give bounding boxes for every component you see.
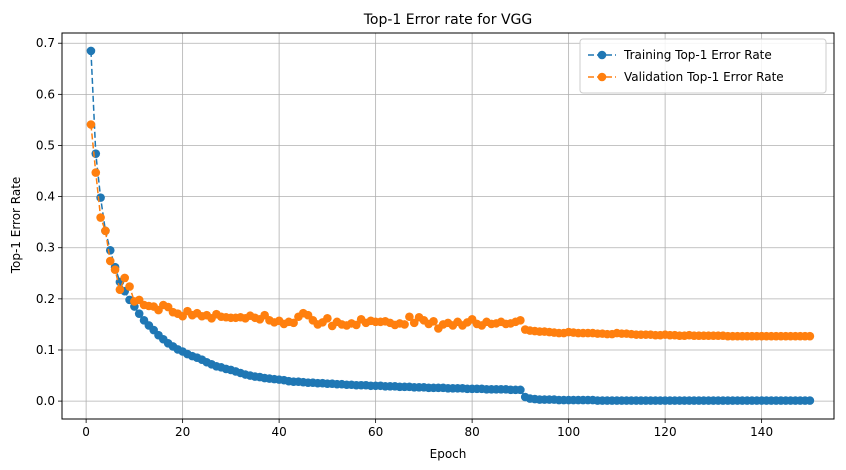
data-point [105,245,115,255]
legend-box [579,38,827,94]
data-point [125,282,134,291]
legend-swatch-marker [597,72,607,82]
data-point [86,46,96,56]
y-tick-label: 0.2 [36,292,55,306]
x-axis-label: Epoch [430,447,467,461]
tick-layer: 0 20 40 60 80 100 120 140 0.0 0.1 0.2 0.3 0.4 0.5 0.6 0… [36,36,773,439]
y-tick-label: 0.0 [36,394,55,408]
x-tick-label: 100 [557,425,580,439]
data-point [289,318,298,328]
data-point [805,331,815,341]
y-tick-label: 0.3 [36,241,55,255]
legend-label: Validation Top-1 Error Rate [624,70,784,84]
data-point [323,313,332,323]
data-point [105,256,115,266]
legend: Training Top-1 Error Rate Validation Top-… [579,38,827,94]
y-tick-label: 0.4 [36,190,55,204]
data-point [405,312,414,322]
x-tick-label: 20 [175,425,190,439]
y-tick-label: 0.7 [36,36,55,50]
legend-label: Training Top-1 Error Rate [623,48,772,62]
x-tick-label: 80 [464,425,479,439]
data-point [101,226,110,236]
y-tick-label: 0.5 [36,138,55,152]
legend-swatch-marker [597,50,607,60]
data-point [409,318,419,328]
data-point [352,320,361,330]
data-point [516,385,525,395]
x-tick-label: 0 [82,425,90,439]
data-point [134,309,144,318]
data-point [91,149,101,158]
data-point [86,120,96,129]
data-point [96,213,105,222]
x-tick-label: 60 [368,425,383,439]
x-tick-label: 140 [750,425,773,439]
data-point [120,273,130,283]
data-point [516,316,525,325]
y-axis-label: Top-1 Error Rate [9,177,23,275]
data-point [429,317,438,326]
data-point [400,320,409,329]
x-tick-label: 120 [654,425,677,439]
series-1 [86,46,815,405]
data-point [96,193,105,202]
x-tick-label: 40 [271,425,286,439]
data-point [805,396,815,405]
data-point [91,168,101,177]
data-point [110,265,120,275]
y-tick-label: 0.1 [36,343,55,357]
y-tick-label: 0.6 [36,87,55,101]
series-2 [86,120,815,341]
data-point [115,285,125,294]
series-layer [86,46,815,405]
grid-layer [62,33,834,419]
plot-frame [61,32,835,420]
chart-title: Top-1 Error rate for VGG [363,12,532,28]
